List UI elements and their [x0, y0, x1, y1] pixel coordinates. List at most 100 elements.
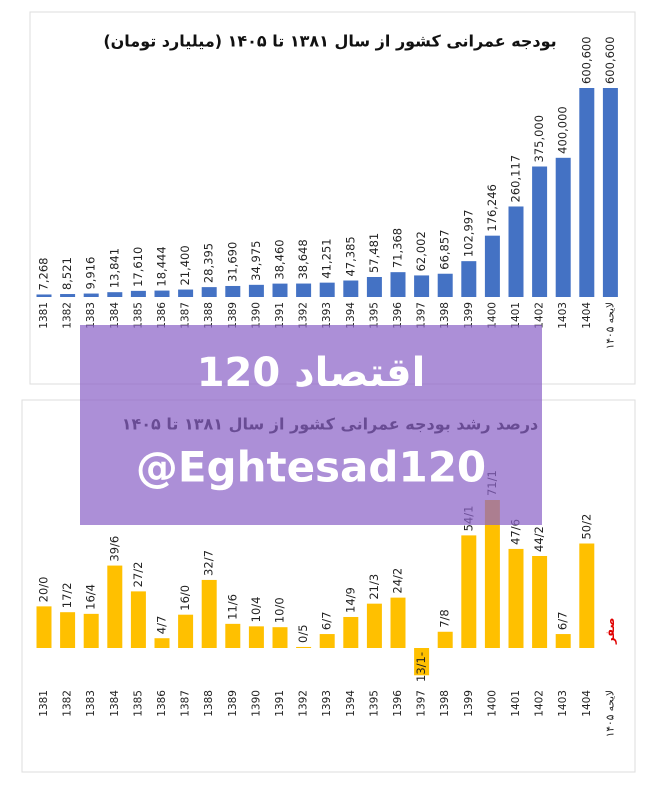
- category-label: 1385: [132, 302, 144, 329]
- value-label: 66,857: [438, 229, 452, 269]
- bar: [390, 597, 406, 648]
- category-label: 1398: [439, 302, 451, 329]
- bar: [532, 166, 548, 297]
- value-label: 41,251: [320, 238, 334, 278]
- bar: [532, 555, 548, 648]
- category-label: 1397: [416, 302, 428, 329]
- bar: [319, 282, 335, 297]
- category-label: 1384: [109, 690, 121, 717]
- bar: [36, 606, 52, 648]
- category-label: 1388: [203, 690, 215, 717]
- category-label: 1396: [392, 690, 404, 717]
- watermark-name: اقتصاد 120: [197, 350, 426, 396]
- bar: [201, 287, 217, 297]
- chart-title: بودجه عمرانی کشور از سال ۱۳۸۱ تا ۱۴۰۵ (م…: [103, 32, 556, 51]
- value-label: 20/0: [37, 577, 51, 603]
- value-label: 16/4: [84, 584, 98, 610]
- category-label: 1395: [368, 302, 380, 329]
- bar: [414, 648, 430, 676]
- bar: [83, 293, 99, 297]
- category-label: 1404: [581, 302, 593, 329]
- bar: [178, 289, 194, 297]
- bar: [296, 283, 312, 297]
- bar: [60, 612, 76, 648]
- bar: [555, 634, 571, 648]
- bar: [366, 603, 382, 648]
- value-label: 21/3: [367, 574, 381, 600]
- bar: [319, 634, 335, 648]
- category-label: 1401: [510, 690, 522, 717]
- bar: [36, 294, 52, 297]
- value-label: 39/6: [107, 536, 121, 562]
- value-label: 16/0: [178, 585, 192, 611]
- value-label: 38,648: [296, 239, 310, 279]
- category-label: 1396: [392, 302, 404, 329]
- value-label: 7/8: [438, 609, 452, 628]
- watermark-handle: @Eghtesad120: [136, 443, 486, 492]
- bar: [130, 591, 146, 648]
- bar: [272, 627, 288, 648]
- value-label: 13,841: [107, 248, 121, 288]
- category-label: 1383: [85, 302, 97, 329]
- bar: [437, 631, 453, 648]
- value-label: 6/7: [320, 612, 334, 631]
- bar: [296, 646, 312, 648]
- category-label: 1394: [345, 302, 357, 329]
- bar: [508, 206, 524, 297]
- value-label: 47/6: [509, 519, 523, 545]
- category-label: 1403: [557, 690, 569, 717]
- category-label: 1381: [38, 302, 50, 329]
- category-label: 1398: [439, 690, 451, 717]
- value-label: 50/2: [579, 514, 593, 540]
- category-label: 1384: [109, 302, 121, 329]
- bar: [130, 290, 146, 297]
- value-label: 11/6: [225, 594, 239, 620]
- bar: [107, 292, 123, 297]
- category-label: 1393: [321, 302, 333, 329]
- bar: [154, 290, 170, 297]
- bar: [579, 543, 595, 648]
- value-label: 27/2: [131, 562, 145, 588]
- value-label: 47,385: [343, 236, 357, 276]
- value-label: 62,002: [414, 231, 428, 271]
- category-label: 1394: [345, 690, 357, 717]
- value-label: 375,000: [532, 115, 546, 163]
- category-label: 1391: [274, 690, 286, 717]
- bar: [343, 616, 359, 648]
- category-label: 1382: [62, 302, 74, 329]
- value-label: 9,916: [84, 257, 98, 290]
- value-label: 4/7: [155, 616, 169, 635]
- category-label: لایحه ۱۴۰۵: [604, 302, 616, 349]
- bar: [154, 638, 170, 648]
- bar: [484, 500, 500, 648]
- value-label: 400,000: [556, 106, 570, 154]
- category-label: 1400: [486, 302, 498, 329]
- category-label: 1386: [156, 302, 168, 329]
- category-label: 1387: [180, 302, 192, 329]
- bar: [461, 535, 477, 648]
- category-label: 1386: [156, 690, 168, 717]
- value-label: 8,521: [60, 257, 74, 290]
- category-label: 1389: [227, 302, 239, 329]
- bar: [225, 285, 241, 297]
- value-label: 176,246: [485, 184, 499, 232]
- value-label: 14/9: [343, 587, 357, 613]
- bar: [83, 613, 99, 648]
- value-label: 32/7: [202, 550, 216, 576]
- category-label: 1392: [298, 690, 310, 717]
- value-label: صفر: [603, 617, 617, 645]
- bar: [248, 284, 264, 297]
- value-label: 21,400: [178, 245, 192, 285]
- category-label: 1390: [250, 690, 262, 717]
- category-label: 1395: [368, 690, 380, 717]
- bar: [437, 273, 453, 297]
- bar: [555, 157, 571, 297]
- value-label: 13/1-: [414, 652, 428, 682]
- value-label: 44/2: [532, 526, 546, 552]
- category-label: 1387: [180, 690, 192, 717]
- bar: [414, 275, 430, 297]
- bar: [461, 261, 477, 297]
- value-label: 57,481: [367, 233, 381, 273]
- category-label: 1404: [581, 690, 593, 717]
